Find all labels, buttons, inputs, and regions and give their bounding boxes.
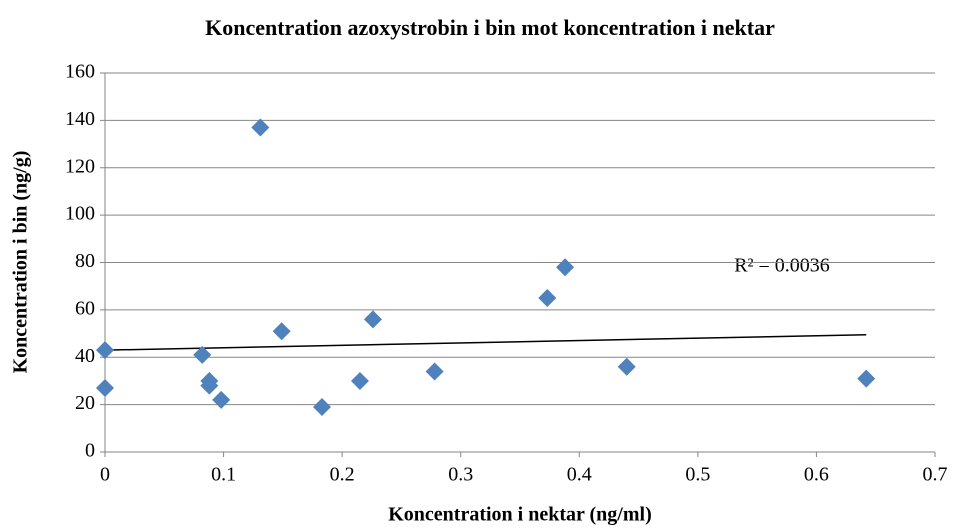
y-tick-label: 20 [75, 392, 95, 414]
y-tick-label: 0 [85, 440, 95, 462]
x-axis-label: Koncentration i nektar (ng/ml) [388, 504, 652, 526]
x-tick-label: 0.7 [923, 464, 948, 486]
chart-title: Koncentration azoxystrobin i bin mot kon… [205, 15, 775, 40]
x-tick-label: 0.2 [330, 464, 355, 486]
x-tick-label: 0.3 [448, 464, 473, 486]
y-tick-label: 80 [75, 250, 95, 272]
y-tick-label: 160 [65, 61, 95, 83]
data-point [363, 310, 382, 329]
x-tick-label: 0.5 [685, 464, 710, 486]
trendline [104, 333, 867, 351]
y-axis-label: Koncentration i bin (ng/g) [10, 151, 32, 374]
x-tick-label: 0.4 [567, 464, 592, 486]
data-point [272, 322, 291, 341]
data-point [312, 397, 331, 416]
y-tick-label: 40 [75, 345, 95, 367]
annotation: R² = 0.0036 [734, 255, 830, 277]
data-point [96, 341, 114, 360]
data-point [857, 369, 876, 388]
data-point [350, 371, 369, 390]
y-tick-label: 60 [75, 297, 95, 319]
data-point [96, 379, 114, 398]
x-tick-label: 0 [100, 464, 110, 486]
data-point [425, 362, 444, 381]
data-point [251, 118, 270, 137]
data-point [200, 376, 219, 395]
data-point [556, 258, 575, 277]
x-tick-label: 0.6 [804, 464, 829, 486]
data-point [193, 345, 212, 364]
data-point [617, 357, 636, 376]
y-tick-label: 140 [65, 108, 95, 130]
x-tick-label: 0.1 [211, 464, 236, 486]
y-tick-label: 120 [65, 155, 95, 177]
data-point [538, 289, 557, 308]
data-point [212, 390, 231, 409]
y-tick-label: 100 [65, 203, 95, 225]
